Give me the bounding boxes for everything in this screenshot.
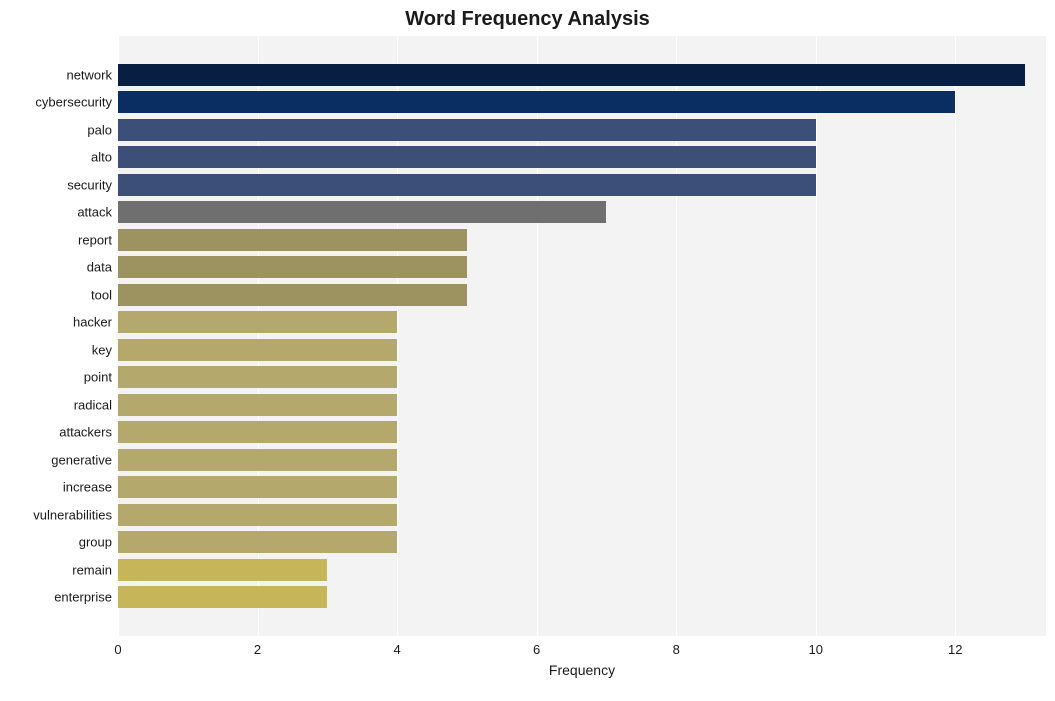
- x-tick-label: 0: [114, 642, 121, 657]
- bar-row: [118, 61, 1046, 89]
- x-tick-label: 12: [948, 642, 962, 657]
- x-tick-label: 2: [254, 642, 261, 657]
- y-tick-label: radical: [74, 397, 112, 412]
- x-tick-label: 10: [809, 642, 823, 657]
- bar: [118, 256, 467, 278]
- y-tick-label: group: [79, 535, 112, 550]
- bar-row: [118, 419, 1046, 447]
- bar-row: [118, 281, 1046, 309]
- bar: [118, 284, 467, 306]
- y-tick-label: palo: [87, 122, 112, 137]
- y-tick-label: key: [92, 342, 112, 357]
- bar: [118, 586, 327, 608]
- bar-row: [118, 336, 1046, 364]
- gridline: [955, 36, 956, 636]
- y-tick-label: attackers: [59, 425, 112, 440]
- bar: [118, 91, 955, 113]
- bar-row: [118, 253, 1046, 281]
- bar: [118, 449, 397, 471]
- bar-row: [118, 446, 1046, 474]
- y-tick-label: generative: [51, 452, 112, 467]
- bar-row: [118, 501, 1046, 529]
- y-tick-label: vulnerabilities: [33, 507, 112, 522]
- bar: [118, 504, 397, 526]
- y-tick-label: tool: [91, 287, 112, 302]
- y-tick-label: alto: [91, 150, 112, 165]
- bar: [118, 201, 606, 223]
- bar: [118, 229, 467, 251]
- bar-row: [118, 364, 1046, 392]
- bar-row: [118, 198, 1046, 226]
- x-tick-label: 8: [673, 642, 680, 657]
- bar-row: [118, 116, 1046, 144]
- y-tick-label: attack: [77, 205, 112, 220]
- y-tick-label: cybersecurity: [35, 95, 112, 110]
- chart-title: Word Frequency Analysis: [0, 8, 1055, 31]
- x-tick-label: 4: [393, 642, 400, 657]
- bar: [118, 476, 397, 498]
- x-tick-label: 6: [533, 642, 540, 657]
- y-tick-label: increase: [63, 480, 112, 495]
- bar: [118, 64, 1025, 86]
- bar: [118, 174, 816, 196]
- bar-row: [118, 171, 1046, 199]
- x-axis-label: Frequency: [118, 662, 1046, 678]
- bar-row: [118, 584, 1046, 612]
- plot-area: Frequency 024681012networkcybersecurityp…: [118, 36, 1046, 636]
- bar-row: [118, 474, 1046, 502]
- y-tick-label: remain: [72, 562, 112, 577]
- bar-row: [118, 556, 1046, 584]
- bar: [118, 394, 397, 416]
- y-tick-label: report: [78, 232, 112, 247]
- y-tick-label: enterprise: [54, 590, 112, 605]
- bar: [118, 146, 816, 168]
- bar: [118, 559, 327, 581]
- word-frequency-chart: Word Frequency Analysis Frequency 024681…: [0, 0, 1055, 701]
- gridline: [816, 36, 817, 636]
- bar-row: [118, 308, 1046, 336]
- bar-row: [118, 391, 1046, 419]
- bar: [118, 339, 397, 361]
- y-tick-label: hacker: [73, 315, 112, 330]
- bar: [118, 531, 397, 553]
- bar: [118, 119, 816, 141]
- bar-row: [118, 88, 1046, 116]
- y-tick-label: data: [87, 260, 112, 275]
- y-tick-label: security: [67, 177, 112, 192]
- bar: [118, 421, 397, 443]
- bar-row: [118, 529, 1046, 557]
- y-tick-label: point: [84, 370, 112, 385]
- bar: [118, 366, 397, 388]
- bar: [118, 311, 397, 333]
- bar-row: [118, 226, 1046, 254]
- bar-row: [118, 143, 1046, 171]
- y-tick-label: network: [66, 67, 112, 82]
